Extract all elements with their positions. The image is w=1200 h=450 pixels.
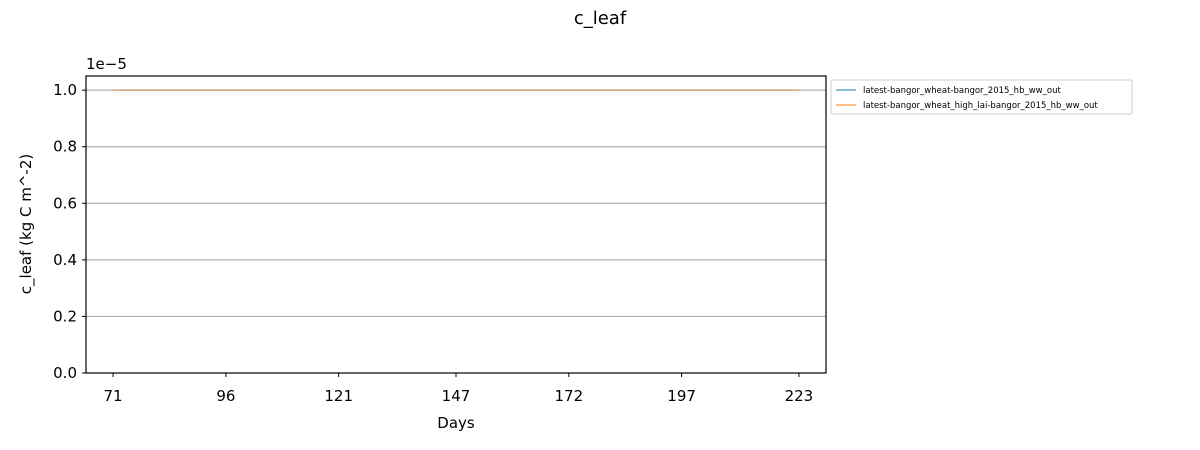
x-axis-ticks: 71 96 121 147 172 197 223	[104, 373, 814, 405]
x-tick-label: 147	[442, 387, 471, 405]
x-tick-label: 172	[554, 387, 583, 405]
legend-label: latest-bangor_wheat-bangor_2015_hb_ww_ou…	[863, 86, 1061, 96]
y-axis-label: c_leaf (kg C m^-2)	[17, 154, 36, 294]
chart-title: c_leaf	[574, 8, 627, 29]
plot-frame	[85, 75, 827, 374]
y-tick-label: 0.0	[53, 364, 77, 382]
y-tick-label: 1.0	[53, 81, 77, 99]
y-tick-label: 0.4	[53, 251, 77, 269]
x-axis-label: Days	[437, 414, 475, 432]
legend-box	[830, 79, 1133, 115]
y-tick-label: 0.8	[53, 138, 77, 156]
x-tick-label: 96	[216, 387, 235, 405]
x-tick-label: 121	[324, 387, 353, 405]
legend-entries: latest-bangor_wheat-bangor_2015_hb_ww_ou…	[836, 86, 1098, 111]
grid-lines	[86, 89, 826, 318]
y-offset-label: 1e−5	[86, 55, 127, 73]
x-tick-label: 197	[667, 387, 696, 405]
legend-label: latest-bangor_wheat_high_lai-bangor_2015…	[863, 101, 1098, 111]
x-tick-label: 223	[785, 387, 814, 405]
legend: latest-bangor_wheat-bangor_2015_hb_ww_ou…	[830, 79, 1133, 115]
y-axis-ticks: 0.0 0.2 0.4 0.6 0.8 1.0	[53, 81, 86, 382]
x-tick-label: 71	[104, 387, 123, 405]
y-tick-label: 0.2	[53, 307, 77, 325]
y-tick-label: 0.6	[53, 194, 77, 212]
